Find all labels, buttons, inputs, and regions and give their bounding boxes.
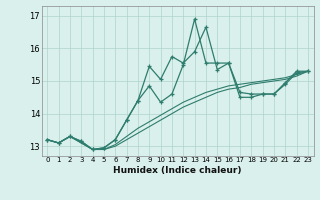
X-axis label: Humidex (Indice chaleur): Humidex (Indice chaleur) bbox=[113, 166, 242, 175]
